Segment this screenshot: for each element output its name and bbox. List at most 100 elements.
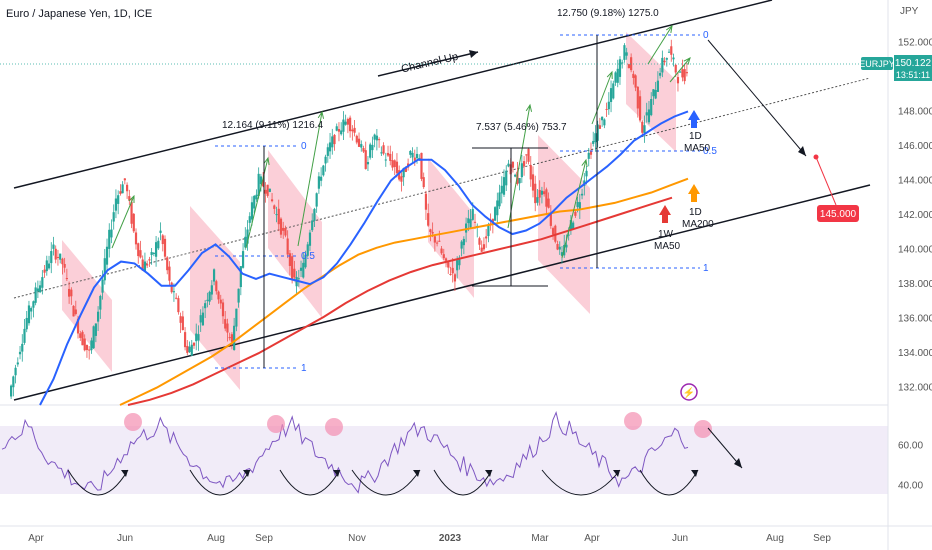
candle-body xyxy=(415,153,419,159)
candle-body xyxy=(79,333,82,338)
candle-body xyxy=(333,134,336,145)
candle-body xyxy=(206,299,209,301)
ma50-1d-label-1: 1D xyxy=(689,131,702,142)
candle-body xyxy=(625,52,628,56)
ma50-1d-label-2: MA50 xyxy=(684,143,711,154)
ma50-1w-label-1: 1W xyxy=(658,229,674,240)
candle-body xyxy=(594,133,597,143)
candle-body xyxy=(447,262,450,268)
candle-body xyxy=(181,316,184,331)
candle-body xyxy=(440,248,443,254)
ma200-1d-arrow-icon xyxy=(688,184,700,202)
channel-arrow xyxy=(377,51,479,77)
rsi-arc xyxy=(279,469,341,496)
symbol-tag-text: EURJPY xyxy=(859,59,895,69)
candle-body xyxy=(558,246,561,250)
candle-body xyxy=(473,221,477,223)
candle-body xyxy=(636,86,639,109)
candle-body xyxy=(522,161,526,167)
ma200-1d-label-1: 1D xyxy=(689,207,702,218)
candle-body xyxy=(520,163,523,178)
rsi-arc xyxy=(67,469,129,496)
candle-body xyxy=(453,274,457,282)
candle-body xyxy=(170,282,173,293)
candle-body xyxy=(349,117,352,132)
candle-body xyxy=(623,45,626,60)
candle-body xyxy=(670,46,673,55)
rsi-projection-arrow-head xyxy=(734,458,742,468)
price-tick-label: 152.000 xyxy=(898,37,932,48)
measurement-b: 7.537 (5.46%) 753.7 xyxy=(476,122,567,133)
rsi-arc-head xyxy=(413,470,420,477)
candle-body xyxy=(137,243,140,257)
candle-body xyxy=(422,177,425,188)
candle-body xyxy=(186,345,189,353)
candle-body xyxy=(659,73,662,76)
bullish-arrow xyxy=(111,195,135,249)
candle-body xyxy=(302,262,305,278)
candle-body xyxy=(605,108,608,110)
candle-body xyxy=(253,195,256,209)
candle-body xyxy=(449,273,452,275)
rsi-arc-head xyxy=(121,470,128,477)
candle-body xyxy=(525,154,528,156)
candle-body xyxy=(536,197,539,203)
fib-levels: 0 0.5 1 0 0.5 1 xyxy=(215,30,717,374)
candle-body xyxy=(469,219,472,228)
bullish-arrow-head xyxy=(263,156,270,165)
projection-arrow xyxy=(707,39,807,157)
candle-body xyxy=(264,189,267,194)
rsi-axis: 60.00 40.00 xyxy=(898,440,923,491)
candle-body xyxy=(467,218,470,224)
candle-body xyxy=(366,162,370,165)
price-tick-label: 142.000 xyxy=(898,210,932,221)
candle-body xyxy=(18,351,22,355)
candle-body xyxy=(400,176,403,182)
candle-body xyxy=(286,238,289,255)
candle-body xyxy=(311,220,314,231)
price-tick-label: 138.000 xyxy=(898,279,932,290)
candle-body xyxy=(27,305,31,324)
candle-body xyxy=(572,222,575,230)
price-tag-value: 150.122 xyxy=(895,58,932,69)
rsi-peak-circle xyxy=(124,413,142,431)
candle-body xyxy=(596,124,599,141)
lightning-icon[interactable] xyxy=(680,383,698,401)
candle-body xyxy=(609,88,613,102)
candle-body xyxy=(411,152,414,158)
candle-body xyxy=(130,201,133,224)
bullish-arrow xyxy=(297,111,323,247)
candle-body xyxy=(21,343,24,352)
candle-body xyxy=(255,194,258,200)
rsi-peaks xyxy=(124,412,712,438)
measurement-c: 12.750 (9.18%) 1275.0 xyxy=(557,8,659,19)
candle-body xyxy=(14,367,17,376)
candle-body xyxy=(580,193,584,196)
ma200-1d-label-2: MA200 xyxy=(682,219,714,230)
candle-body xyxy=(230,334,234,342)
candle-body xyxy=(328,142,332,152)
candle-body xyxy=(458,257,461,266)
bullish-arrow-head xyxy=(317,110,325,119)
time-tick-label: Jun xyxy=(672,533,688,544)
price-tick-label: 136.000 xyxy=(898,314,932,325)
candle-body xyxy=(587,152,590,159)
candle-body xyxy=(299,267,303,271)
candle-body xyxy=(266,184,269,196)
candle-body xyxy=(487,225,490,237)
candle-body xyxy=(128,196,131,201)
candle-body xyxy=(569,219,573,230)
candle-body xyxy=(529,165,532,180)
candle-body xyxy=(219,299,222,304)
candle-body xyxy=(632,73,635,78)
candle-body xyxy=(444,258,448,261)
candle-body xyxy=(402,168,405,178)
price-tag-countdown: 13:51:11 xyxy=(896,70,930,80)
candle-body xyxy=(61,258,64,265)
candle-body xyxy=(485,236,488,239)
currency-label: JPY xyxy=(900,6,919,17)
candle-body xyxy=(382,145,385,154)
candle-body xyxy=(420,152,423,179)
bullish-arrows xyxy=(111,24,691,259)
